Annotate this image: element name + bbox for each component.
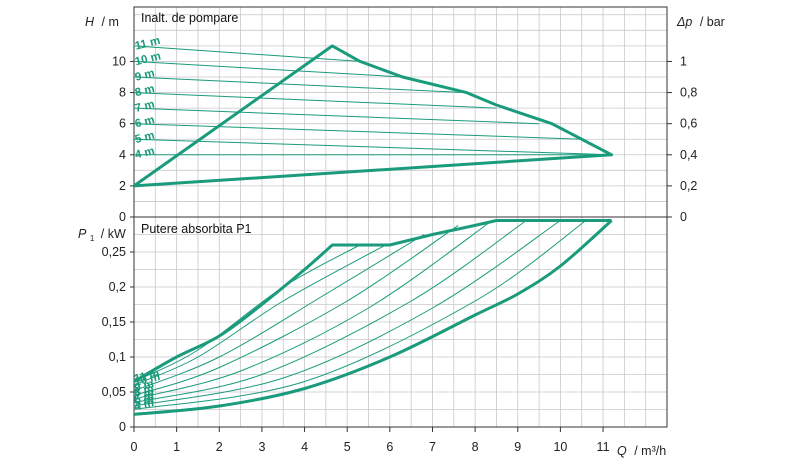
- pressure-ytick-label: 0,4: [680, 148, 697, 162]
- flow-xtick-label: 4: [301, 440, 308, 454]
- flow-xtick-label: 10: [553, 440, 567, 454]
- power-curve-line: [133, 220, 527, 403]
- pressure-ylabel: Δp / bar: [676, 15, 725, 29]
- power-curve-line: [133, 234, 425, 392]
- head-ytick-label: 0: [119, 210, 126, 224]
- power-curve-line: [133, 220, 493, 400]
- head-ytick-label: 10: [112, 54, 126, 68]
- flow-xtick-label: 2: [216, 440, 223, 454]
- head-ytick-label: 4: [119, 148, 126, 162]
- flow-xlabel-symbol: Q: [617, 444, 627, 458]
- power-ylabel-unit: / kW: [101, 227, 126, 241]
- pressure-ytick-label: 0: [680, 210, 687, 224]
- power-tick-labels: 0 0,05 0,1 0,15 0,2 0,25 0 1 2 3 4 5 6 7 8 9 10 11: [102, 245, 610, 454]
- head-curve-line: [133, 123, 582, 140]
- head-curve-line: [133, 76, 467, 94]
- power-ytick-label: 0,1: [109, 350, 126, 364]
- head-envelope-line: [133, 44, 614, 188]
- head-ytick-label: 8: [119, 86, 126, 100]
- power-panel: Putere absorbita P1 P 1 / kW Q / m³/h 00…: [78, 216, 668, 458]
- flow-xtick-label: 7: [429, 440, 436, 454]
- power-curve-line: [133, 244, 386, 386]
- flow-xtick-label: 8: [472, 440, 479, 454]
- pressure-ytick-label: 1: [680, 54, 687, 68]
- head-ytick-label: 2: [119, 179, 126, 193]
- head-ylabel-symbol: H: [85, 15, 95, 29]
- power-grid: [134, 217, 667, 427]
- power-ytick-label: 0: [119, 420, 126, 434]
- head-curve-line: [133, 92, 497, 109]
- flow-xtick-label: 3: [258, 440, 265, 454]
- power-curve-line: [133, 220, 587, 410]
- power-curve-label: 6 m: [133, 390, 155, 406]
- pressure-ylabel-unit: / bar: [700, 15, 725, 29]
- power-panel-title: Putere absorbita P1: [141, 222, 252, 236]
- power-upper-boundary: [133, 219, 612, 383]
- head-panel-title: Inalt. de pompare: [141, 11, 238, 25]
- head-ylabel-unit: / m: [102, 15, 119, 29]
- power-ylabel-symbol: P: [78, 227, 87, 241]
- head-curve-label: 8 m: [134, 83, 156, 99]
- head-ylabel: H / m: [85, 15, 119, 29]
- head-ytick-label: 6: [119, 117, 126, 131]
- power-curve-label: 4 m: [133, 397, 155, 413]
- power-curve-line: [133, 224, 459, 396]
- flow-xlabel: Q / m³/h: [617, 444, 666, 458]
- head-curve-label: 4 m: [134, 145, 156, 161]
- head-curve-label: 6 m: [134, 114, 156, 130]
- power-ytick-label: 0,15: [102, 315, 126, 329]
- pressure-ylabel-symbol: Δp: [676, 15, 692, 29]
- power-curve-label: 8 m: [133, 383, 155, 399]
- head-curve-label: 7 m: [134, 98, 156, 114]
- head-curve-line: [133, 107, 540, 125]
- head-curve-line: [133, 45, 361, 62]
- pressure-ytick-label: 0,2: [680, 179, 697, 193]
- power-curve-line: [133, 244, 361, 382]
- pressure-ytick-label: 0,6: [680, 117, 697, 131]
- head-curve-line: [133, 60, 403, 78]
- power-curve-label: 9 m: [133, 378, 155, 394]
- head-tick-labels: 0 2 4 6 8 10 0 0,2 0,4 0,6 0,8 1: [112, 54, 697, 224]
- pressure-ytick-label: 0,8: [680, 86, 697, 100]
- power-lower-boundary: [133, 219, 613, 416]
- power-ylabel: P 1 / kW: [78, 227, 126, 244]
- flow-xlabel-unit: / m³/h: [634, 444, 666, 458]
- power-ytick-label: 0,2: [109, 280, 126, 294]
- flow-xtick-label: 6: [386, 440, 393, 454]
- power-curve-label: 5 m: [133, 393, 155, 409]
- flow-xtick-label: 1: [173, 440, 180, 454]
- flow-xtick-label: 11: [597, 440, 610, 454]
- power-curve-label: 7 m: [133, 386, 155, 402]
- power-ytick-label: 0,25: [102, 245, 126, 259]
- head-curve-line: [133, 138, 612, 156]
- power-ytick-label: 0,05: [102, 385, 126, 399]
- power-ylabel-subscript: 1: [90, 234, 95, 243]
- head-curve-label: 5 m: [134, 130, 156, 146]
- flow-xtick-label: 5: [344, 440, 351, 454]
- head-curve-label: 9 m: [134, 67, 156, 83]
- flow-xtick-label: 9: [514, 440, 521, 454]
- head-curves: 11 m10 m9 m8 m7 m6 m5 m4 m: [133, 35, 614, 188]
- head-panel: Inalt. de pompare H / m Δp / bar 0246810…: [85, 6, 725, 224]
- power-curve-line: [133, 220, 561, 407]
- flow-xtick-label: 0: [131, 440, 138, 454]
